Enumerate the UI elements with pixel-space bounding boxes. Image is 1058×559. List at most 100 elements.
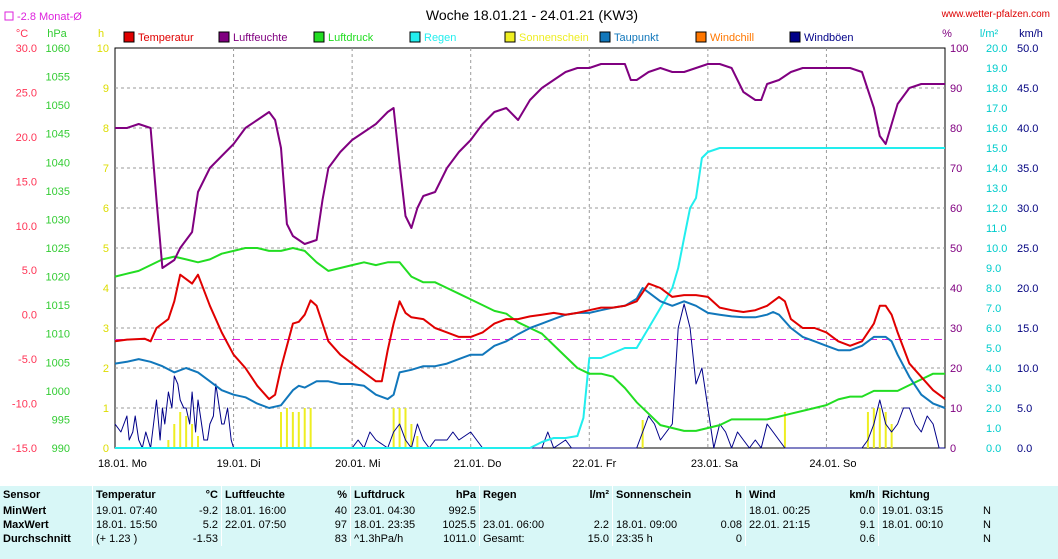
temp-unit: °C: [16, 28, 28, 40]
tick-label-pressure: 1015: [46, 300, 70, 312]
sunshine-bar: [191, 424, 194, 448]
site-url: www.wetter-pfalzen.com: [941, 9, 1050, 20]
tick-label-temp: 25.0: [16, 87, 37, 99]
stats-cell: MinWert: [3, 505, 47, 517]
stats-cell: 2.2: [593, 519, 609, 531]
legend-label-luftdruck: Luftdruck: [328, 32, 374, 44]
tick-label-temp: 10.0: [16, 221, 37, 233]
stats-cell: N: [983, 505, 991, 517]
stats-cell: [878, 532, 969, 546]
tick-label-rain: 1.0: [986, 423, 1001, 435]
legend-swatch-taupunkt: [599, 31, 611, 43]
tick-label-pressure: 1055: [46, 72, 70, 84]
monthly-avg-marker-icon: [4, 11, 14, 21]
sunshine-bar: [641, 420, 644, 448]
series-line-windboeen: [114, 303, 945, 449]
series-line-temperatur: [114, 273, 946, 401]
stats-cell: Sensor: [3, 489, 41, 501]
tick-label-rain: 16.0: [986, 123, 1007, 135]
stats-cell: 18.01. 00:10: [878, 518, 969, 532]
axes: 30.025.020.015.010.05.00.0-5.0-10.0-15.0…: [12, 43, 1039, 455]
series-line-taupunkt: [114, 287, 946, 409]
tick-label-rain: 15.0: [986, 143, 1007, 155]
stats-cell: [221, 532, 298, 546]
sunshine-bar: [297, 412, 300, 448]
stats-cell: -9.2: [199, 505, 218, 517]
wind-unit: km/h: [1019, 28, 1043, 40]
legend-swatch-temperatur: [123, 31, 135, 43]
legend-label-windchill: Windchill: [710, 32, 754, 44]
tick-label-sun: 5: [103, 243, 109, 255]
stats-cell: 23:35 h: [612, 532, 703, 546]
sunshine-bar: [309, 408, 312, 448]
tick-label-sun: 6: [103, 203, 109, 215]
stats-min-row: MinWert 19.01. 07:40 -9.2 18.01. 16:00 40 23.…: [0, 504, 1005, 518]
stats-cell: 22.01. 21:15: [745, 518, 836, 532]
sunshine-bar: [197, 436, 199, 448]
legend-label-luftfeuchte: Luftfeuchte: [233, 32, 287, 44]
tick-label-pressure: 1010: [46, 329, 70, 341]
tick-label-wind: 50.0: [1017, 43, 1038, 55]
tick-label-rain: 19.0: [986, 63, 1007, 75]
legend-swatch-windboeen: [789, 31, 801, 43]
tick-label-temp: 20.0: [16, 132, 37, 144]
x-axis-label: 20.01. Mi: [335, 458, 380, 470]
tick-label-wind: 20.0: [1017, 283, 1038, 295]
tick-label-pressure: 995: [52, 414, 70, 426]
stats-cell: 9.1: [859, 519, 875, 531]
tick-label-temp: 0.0: [22, 310, 37, 322]
stats-cell: Durchschnitt: [3, 533, 71, 545]
tick-label-wind: 25.0: [1017, 243, 1038, 255]
tick-label-temp: 15.0: [16, 176, 37, 188]
sunshine-bar: [392, 408, 395, 448]
tick-label-rain: 12.0: [986, 203, 1007, 215]
tick-label-sun: 0: [103, 443, 109, 455]
tick-label-pressure: 1005: [46, 357, 70, 369]
stats-cell: 992.5: [448, 505, 476, 517]
sunshine-bar: [404, 408, 407, 448]
stats-cell: [703, 504, 746, 518]
legend-label-windboeen: Windböen: [804, 32, 854, 44]
sunshine-bar: [173, 424, 176, 448]
legend-label-regen: Regen: [424, 32, 456, 44]
stats-cell: ^1.3hPa/h: [350, 532, 427, 546]
tick-label-wind: 35.0: [1017, 163, 1038, 175]
tick-label-humidity: 40: [950, 283, 962, 295]
legend-label-temperatur: Temperatur: [138, 32, 194, 44]
stats-cell: 18.01. 16:00: [221, 504, 298, 518]
stats-cell: [570, 504, 613, 518]
tick-label-humidity: 90: [950, 83, 962, 95]
stats-cell: MaxWert: [3, 519, 49, 531]
stats-cell: 19.01. 07:40: [92, 504, 169, 518]
stats-avg-row: Durchschnitt (+ 1.23 ) -1.53 83 ^1.3hPa/h 101…: [0, 532, 1005, 546]
sun-unit: h: [98, 28, 104, 40]
stats-cell: l/m²: [589, 489, 609, 501]
x-axis-label: 18.01. Mo: [98, 458, 147, 470]
tick-label-pressure: 1000: [46, 386, 70, 398]
stats-cell: Luftfeuchte: [221, 486, 298, 504]
stats-cell: 23.01. 04:30: [350, 504, 427, 518]
stats-cell: 1025.5: [442, 519, 476, 531]
legend: Temperatur Luftfeuchte Luftdruck Regen Sonne…: [123, 31, 854, 44]
stats-cell: 0: [735, 533, 742, 545]
x-axis-label: 19.01. Di: [217, 458, 261, 470]
tick-label-humidity: 10: [950, 403, 962, 415]
tick-label-wind: 30.0: [1017, 203, 1038, 215]
humidity-unit: %: [942, 28, 952, 40]
stats-cell: 1011.0: [443, 533, 476, 545]
stats-cell: 22.01. 07:50: [221, 518, 298, 532]
tick-label-pressure: 1050: [46, 100, 70, 112]
tick-label-pressure: 1040: [46, 157, 70, 169]
monthly-avg-label: -2.8 Monat-Ø: [17, 11, 82, 23]
tick-label-temp: -10.0: [12, 399, 37, 411]
stats-cell: 23.01. 06:00: [479, 518, 570, 532]
stats-cell: (+ 1.23 ): [92, 532, 169, 546]
series-line-luftfeuchte: [115, 63, 945, 269]
rain-unit: l/m²: [980, 28, 999, 40]
stats-cell: Sonnenschein: [612, 486, 703, 504]
tick-label-humidity: 30: [950, 323, 962, 335]
stats-cell: Temperatur: [92, 486, 169, 504]
legend-swatch-luftfeuchte: [218, 31, 230, 43]
statistics-panel: Sensor Temperatur °C Luftfeuchte% Luftdruck h…: [0, 486, 1058, 559]
legend-swatch-luftdruck: [313, 31, 325, 43]
